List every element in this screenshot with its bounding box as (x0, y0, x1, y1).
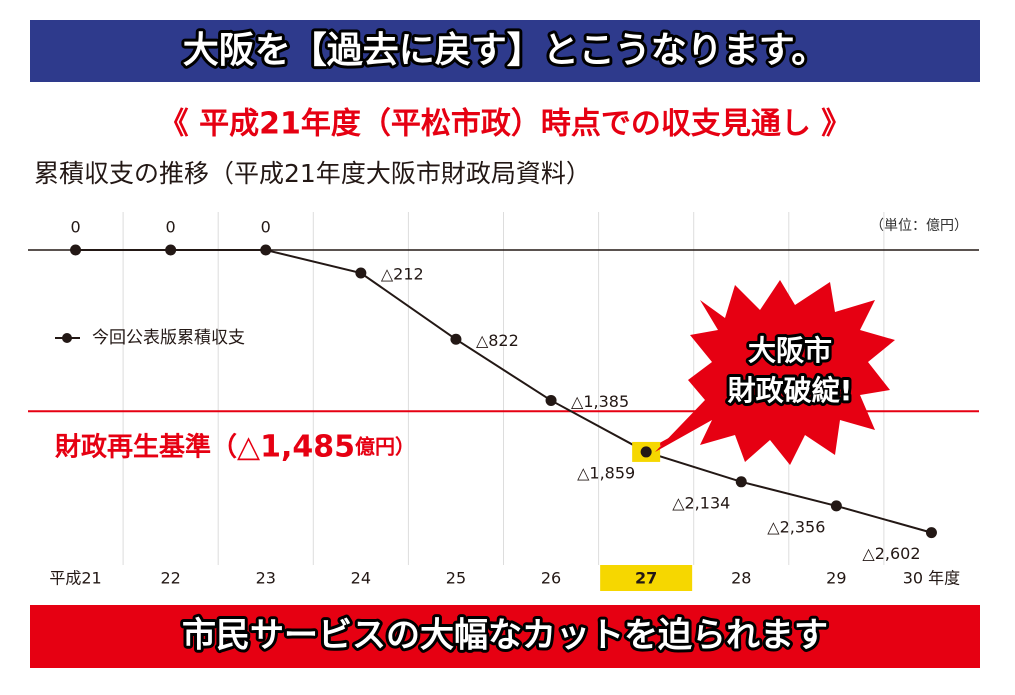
x-tick-label: 30 年度 (903, 569, 960, 588)
value-label: △2,602 (862, 544, 920, 563)
value-label: △212 (381, 265, 424, 284)
x-tick-label: 27 (635, 569, 657, 588)
callout-text: 大阪市 (748, 334, 832, 367)
threshold-value: △1,485 (237, 429, 355, 464)
chart-subtitle: 累積収支の推移（平成21年度大阪市財政局資料） (34, 159, 591, 188)
legend-label: 今回公表版累積収支 (92, 328, 245, 348)
x-tick-label: 23 (256, 569, 276, 588)
value-label: △2,134 (672, 493, 730, 512)
top-banner (30, 20, 980, 82)
highlight-box (600, 565, 693, 591)
value-label: △822 (476, 331, 519, 350)
x-tick-label: 26 (541, 569, 561, 588)
value-label: 0 (261, 218, 271, 237)
value-label: 0 (166, 218, 176, 237)
chart-title: 《 平成21年度（平松市政）時点での収支見通し 》 (159, 107, 852, 142)
threshold-suffix: 億円） (355, 434, 415, 458)
point (70, 244, 82, 256)
point (735, 476, 747, 488)
point (260, 244, 272, 256)
point (450, 333, 462, 345)
bottom-banner (30, 605, 980, 668)
value-label: △1,859 (577, 463, 635, 482)
point (545, 394, 557, 406)
value-label: △1,385 (571, 392, 629, 411)
point (640, 446, 652, 458)
x-tick-label: 平成21 (49, 569, 101, 588)
callout-burst (655, 280, 895, 465)
point (830, 500, 842, 512)
x-tick-label: 28 (731, 569, 751, 588)
x-tick-label: 24 (351, 569, 371, 588)
callout-text: 財政破綻! (728, 374, 853, 407)
point (925, 527, 937, 539)
x-tick-label: 25 (446, 569, 466, 588)
threshold-prefix: 財政再生基準（ (55, 431, 237, 462)
x-tick-label: 22 (160, 569, 180, 588)
point (165, 244, 177, 256)
x-tick-label: 29 (826, 569, 846, 588)
footer-text: 市民サービスの大幅なカットを迫られます (182, 616, 828, 656)
unit-label: （単位：億円） (870, 218, 968, 234)
point (355, 267, 367, 279)
threshold-label: 財政再生基準（△1,485億円） (55, 429, 415, 464)
value-label: △2,356 (767, 517, 825, 536)
series-line (75, 249, 932, 534)
value-label: 0 (70, 218, 80, 237)
banner-text: 大阪を【過去に戻す】とこうなります。 (183, 30, 827, 71)
legend-marker (62, 333, 72, 343)
